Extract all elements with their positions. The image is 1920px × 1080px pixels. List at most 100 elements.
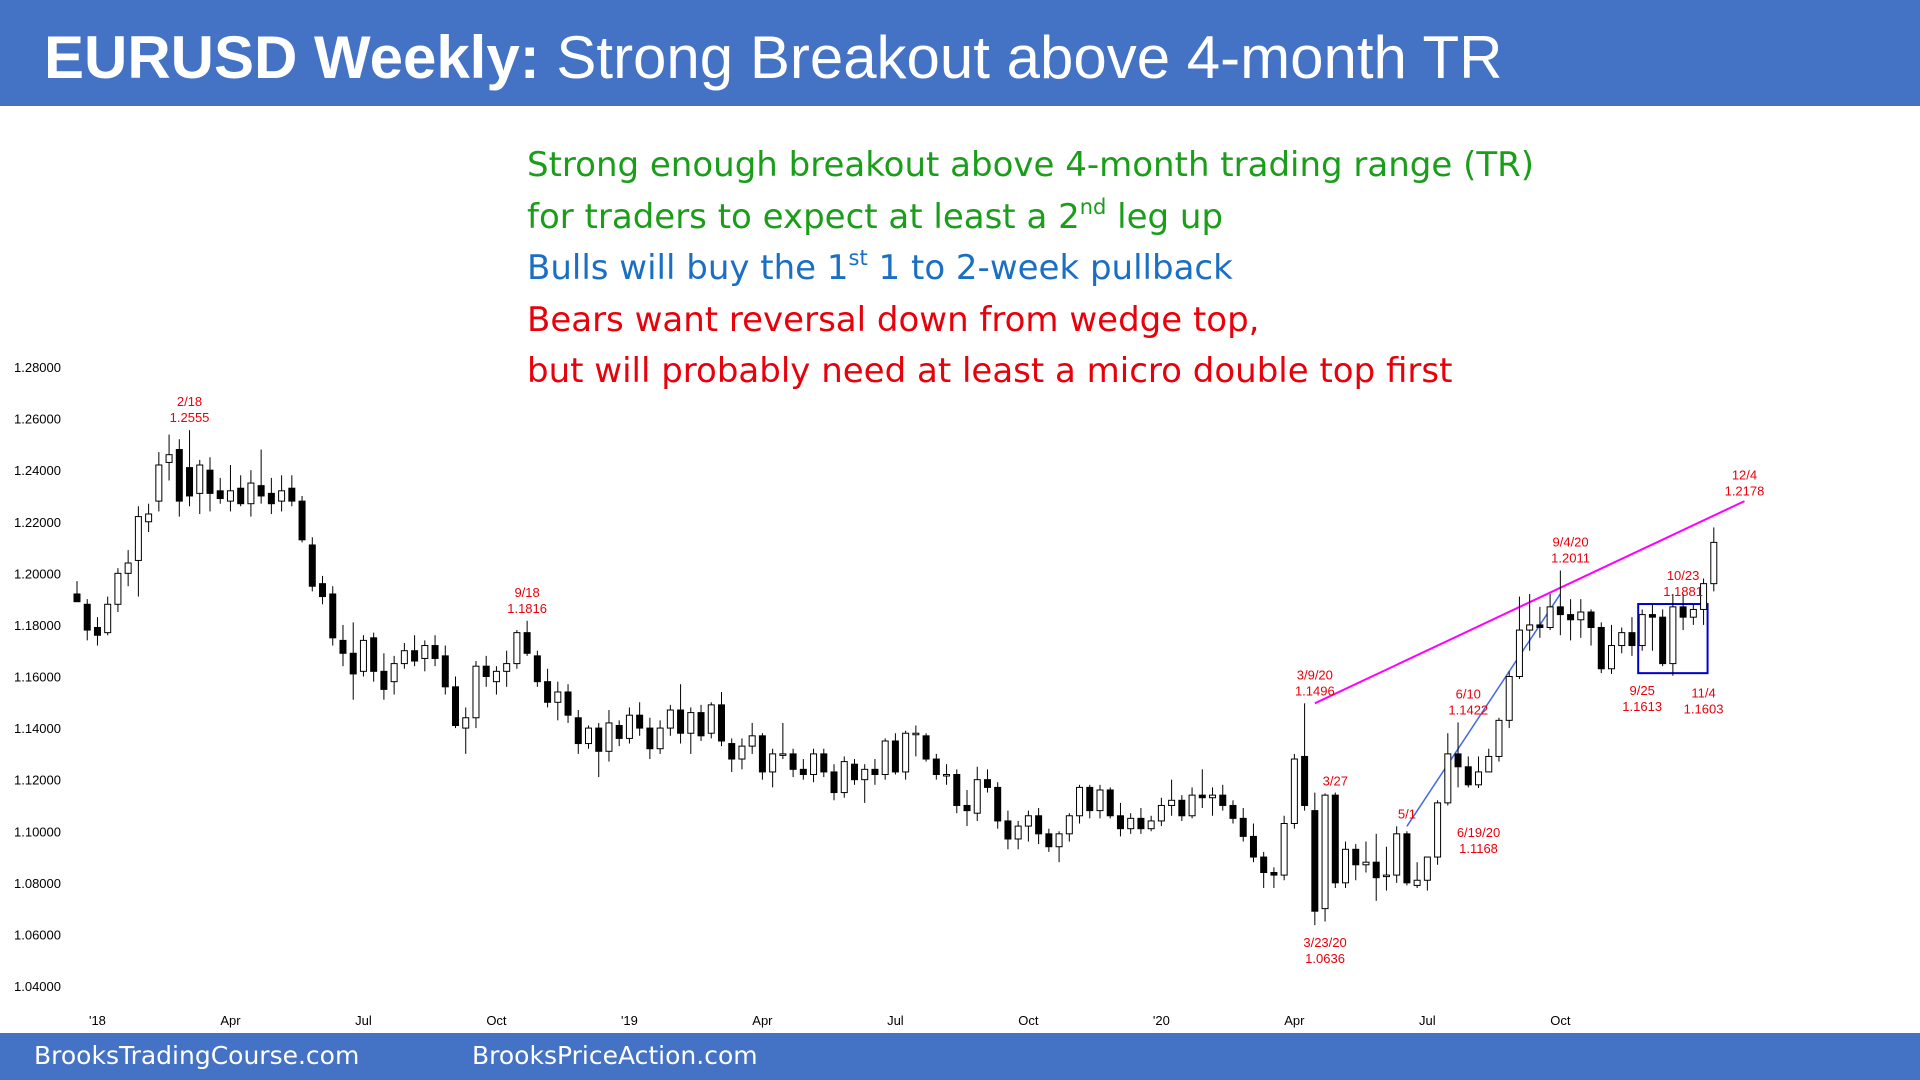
candle-body xyxy=(267,492,275,505)
price-annotation: 1.0636 xyxy=(1305,951,1345,966)
price-annotation: 1.1881 xyxy=(1663,584,1703,599)
footer-left-link[interactable]: BrooksTradingCourse.com xyxy=(34,1041,360,1070)
candle-body xyxy=(1045,833,1053,848)
candle-body xyxy=(1024,815,1032,827)
candle-body xyxy=(370,637,378,672)
candle-body xyxy=(840,761,848,794)
commentary-text: Bears want reversal down from wedge top, xyxy=(527,299,1260,340)
candle-body xyxy=(186,467,194,497)
candle-body xyxy=(1260,856,1268,874)
x-tick-label: '19 xyxy=(621,1013,638,1028)
price-annotation: 11/4 xyxy=(1691,686,1715,701)
x-tick-label: Apr xyxy=(220,1013,241,1028)
commentary-line-3: Bulls will buy the 1st 1 to 2-week pullb… xyxy=(527,243,1534,295)
candle-body xyxy=(1556,606,1564,616)
candle-body xyxy=(513,632,521,665)
price-annotation: 5/1 xyxy=(1398,806,1416,821)
candle-body xyxy=(615,725,623,739)
y-tick-label: 1.26000 xyxy=(14,412,61,427)
title-rest: Strong Breakout above 4-month TR xyxy=(539,24,1503,91)
price-annotation: 1.1168 xyxy=(1459,841,1498,856)
y-tick-label: 1.08000 xyxy=(14,876,61,891)
candle-body xyxy=(1270,872,1278,876)
candle-body xyxy=(1434,802,1442,858)
candle-body xyxy=(1014,825,1022,840)
candle-body xyxy=(1536,624,1544,628)
candle-body xyxy=(257,485,265,497)
candle-body xyxy=(943,774,951,777)
candle-body xyxy=(1618,632,1626,647)
candle-body xyxy=(400,650,408,665)
price-annotation: 12/4 xyxy=(1732,468,1757,483)
candle-body xyxy=(1352,848,1360,866)
candle-body xyxy=(1219,794,1227,806)
candle-body xyxy=(810,753,818,776)
candle-body xyxy=(134,516,142,561)
candle-body xyxy=(932,758,940,776)
page-title: EURUSD Weekly: Strong Breakout above 4-m… xyxy=(44,22,1502,94)
candle-body xyxy=(1393,833,1401,876)
candle-body xyxy=(431,645,439,659)
candle-body xyxy=(298,500,306,541)
price-annotation: 6/10 xyxy=(1456,686,1481,701)
candle-body xyxy=(308,544,316,587)
candle-body xyxy=(717,704,725,742)
candle-body xyxy=(1188,794,1196,817)
candle-body xyxy=(1290,758,1298,825)
candle-body xyxy=(636,714,644,729)
price-annotation: 1.1422 xyxy=(1448,702,1488,717)
candle-body xyxy=(1495,719,1503,757)
candle-body xyxy=(1127,817,1135,830)
candle-body xyxy=(738,745,746,760)
candle-body xyxy=(1147,820,1155,830)
candle-body xyxy=(1239,817,1247,837)
candle-body xyxy=(145,513,153,523)
candle-body xyxy=(1311,810,1319,912)
x-tick-label: Jul xyxy=(355,1013,372,1028)
candle-body xyxy=(1710,541,1718,585)
candle-body xyxy=(1209,794,1217,799)
price-annotation: 1.2011 xyxy=(1551,550,1590,565)
footer-right-link[interactable]: BrooksPriceAction.com xyxy=(472,1041,758,1070)
candle-body xyxy=(1198,794,1206,799)
title-bar: EURUSD Weekly: Strong Breakout above 4-m… xyxy=(0,0,1920,106)
candle-body xyxy=(1055,833,1063,848)
x-tick-label: Apr xyxy=(1284,1013,1305,1028)
price-annotation: 3/9/20 xyxy=(1297,667,1333,682)
candle-body xyxy=(533,655,541,683)
candle-body xyxy=(492,670,500,683)
candle-body xyxy=(1464,766,1472,786)
candle-body xyxy=(359,639,367,672)
candle-body xyxy=(339,639,347,654)
candle-body xyxy=(1700,583,1708,610)
candle-body xyxy=(677,709,685,734)
y-tick-label: 1.14000 xyxy=(14,721,61,736)
candle-body xyxy=(1035,815,1043,835)
candle-body xyxy=(605,722,613,752)
candle-body xyxy=(1475,771,1483,786)
candle-body xyxy=(1331,794,1339,884)
candle-body xyxy=(953,774,961,806)
candle-body xyxy=(452,686,460,727)
candle-body xyxy=(196,464,204,494)
candle-body xyxy=(646,727,654,750)
candle-body xyxy=(769,753,777,773)
candle-body xyxy=(707,704,715,734)
commentary-line-2: for traders to expect at least a 2nd leg… xyxy=(527,192,1534,244)
candle-body xyxy=(73,593,81,603)
candle-body xyxy=(758,735,766,773)
candle-body xyxy=(1116,815,1124,830)
y-tick-label: 1.04000 xyxy=(14,979,61,994)
candle-body xyxy=(288,487,296,502)
candle-body xyxy=(830,771,838,794)
y-tick-label: 1.22000 xyxy=(14,515,61,530)
candle-body xyxy=(226,490,234,502)
candle-body xyxy=(472,665,480,719)
candle-body xyxy=(411,650,419,662)
candle-body xyxy=(871,768,879,776)
candle-body xyxy=(1106,789,1114,817)
candle-body xyxy=(83,603,91,631)
candle-body xyxy=(1648,614,1656,618)
price-annotation: 1.1603 xyxy=(1684,702,1724,717)
candle-body xyxy=(206,469,214,494)
